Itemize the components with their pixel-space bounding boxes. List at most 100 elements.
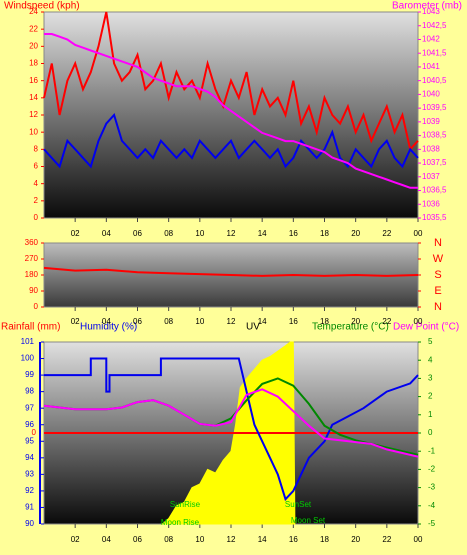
y2-tick-label: 1039,5	[422, 103, 447, 112]
y-tick-label: 101	[21, 337, 35, 346]
y2-tick-label: S	[434, 269, 441, 281]
y-tick-label: 180	[25, 270, 39, 279]
y-tick-label: 90	[29, 286, 38, 295]
x-tick-label: 10	[195, 535, 204, 544]
y2-tick-label: 1042	[422, 35, 440, 44]
x-tick-label: 06	[133, 317, 142, 326]
x-tick-label: 20	[351, 535, 360, 544]
temp-label: Temperature (°C)	[312, 322, 389, 333]
y-tick-label: 93	[25, 469, 34, 478]
x-tick-label: 04	[102, 229, 111, 238]
y-tick-label: 4	[34, 179, 39, 188]
x-tick-label: 20	[351, 317, 360, 326]
x-tick-label: 16	[289, 229, 298, 238]
x-tick-label: 08	[164, 229, 173, 238]
x-tick-label: 02	[71, 317, 80, 326]
y-tick-label: 2	[34, 196, 39, 205]
y-tick-label: 360	[25, 238, 39, 247]
x-tick-label: 10	[195, 229, 204, 238]
y-tick-label: 91	[25, 503, 34, 512]
y-tick-label: 270	[25, 254, 39, 263]
x-tick-label: 18	[320, 229, 329, 238]
y2-tick-label: 1040,5	[422, 76, 447, 85]
y-tick-label: 24	[29, 7, 38, 16]
y2-tick-label: 1	[428, 410, 433, 419]
y2-tick-label: 1040	[422, 90, 440, 99]
y-tick-label: 92	[25, 486, 34, 495]
y-tick-label: 6	[34, 162, 39, 171]
y2-tick-label: 1038	[422, 144, 440, 153]
annotation: SunRise	[170, 500, 201, 509]
series-line	[43, 113, 419, 169]
y-tick-label: 0	[34, 302, 39, 311]
x-tick-label: 18	[320, 535, 329, 544]
series-line	[43, 266, 419, 277]
y2-tick-label: 1036,5	[422, 186, 447, 195]
y2-tick-label: -2	[428, 465, 436, 474]
y2-tick-label: -3	[428, 483, 436, 492]
x-tick-label: 22	[382, 535, 391, 544]
annotation: Moon Rise	[161, 518, 200, 527]
x-tick-label: 00	[414, 317, 423, 326]
annotation: SunSet	[285, 500, 312, 509]
x-tick-label: 02	[71, 229, 80, 238]
x-tick-label: 06	[133, 535, 142, 544]
uv-area	[161, 341, 296, 525]
y2-tick-label: 3	[428, 374, 433, 383]
uv-label: UV	[246, 322, 260, 333]
y2-tick-label: 0	[428, 428, 433, 437]
x-tick-label: 00	[414, 229, 423, 238]
y-tick-label: 20	[29, 41, 38, 50]
y2-tick-label: 1036	[422, 199, 440, 208]
x-tick-label: 18	[320, 317, 329, 326]
y2-tick-label: E	[434, 285, 441, 297]
dew-label: Dew Point (°C)	[393, 322, 459, 333]
y2-tick-label: N	[434, 301, 442, 313]
y-tick-label: 10	[29, 127, 38, 136]
x-tick-label: 12	[227, 229, 236, 238]
y-tick-label: 99	[25, 370, 34, 379]
y2-tick-label: -5	[428, 519, 436, 528]
y2-tick-label: 1042,5	[422, 21, 447, 30]
wind-label: Windspeed (kph)	[4, 1, 80, 12]
y2-tick-label: 1039	[422, 117, 440, 126]
x-tick-label: 06	[133, 229, 142, 238]
y-tick-label: 97	[25, 403, 34, 412]
series-line	[44, 33, 418, 189]
x-tick-label: 22	[382, 317, 391, 326]
x-tick-label: 08	[164, 535, 173, 544]
x-tick-label: 02	[71, 535, 80, 544]
x-tick-label: 14	[258, 535, 267, 544]
y2-tick-label: -1	[428, 446, 436, 455]
y2-tick-label: 1035,5	[422, 213, 447, 222]
x-tick-label: 04	[102, 317, 111, 326]
y-tick-label: 8	[34, 144, 39, 153]
baro-label: Barometer (mb)	[392, 1, 462, 12]
y-tick-label: 14	[29, 93, 38, 102]
panel-wind	[43, 11, 419, 219]
series-line	[44, 357, 419, 502]
x-tick-label: 20	[351, 229, 360, 238]
y2-tick-label: 1038,5	[422, 131, 447, 140]
x-tick-label: 16	[289, 317, 298, 326]
y-tick-label: 96	[25, 420, 34, 429]
y2-tick-label: W	[433, 253, 444, 265]
x-tick-label: 12	[227, 535, 236, 544]
x-tick-label: 10	[195, 317, 204, 326]
y2-tick-label: 1037	[422, 172, 440, 181]
y2-tick-label: -4	[428, 501, 436, 510]
rain-tick-label: 0	[32, 428, 37, 437]
y-tick-label: 95	[25, 436, 34, 445]
y2-tick-label: 2	[428, 392, 433, 401]
y2-tick-label: 1037,5	[422, 158, 447, 167]
y-tick-label: 98	[25, 387, 34, 396]
annotation: Moon Set	[291, 516, 326, 525]
humidity-label: Humidity (%)	[80, 322, 137, 333]
y2-tick-label: 1041	[422, 62, 440, 71]
y-tick-label: 12	[29, 110, 38, 119]
y-tick-label: 90	[25, 519, 34, 528]
y2-tick-label: 1043	[422, 7, 440, 16]
x-tick-label: 22	[382, 229, 391, 238]
x-tick-label: 16	[289, 535, 298, 544]
